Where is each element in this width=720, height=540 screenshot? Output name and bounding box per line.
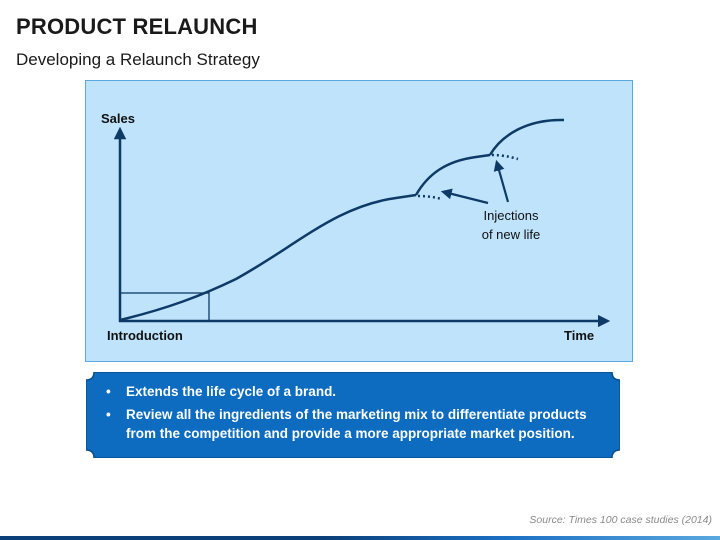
source-note: Source: Times 100 case studies (2014) — [529, 514, 712, 526]
decline-dotted-2 — [491, 153, 519, 161]
bottom-accent-bar — [0, 536, 720, 540]
y-axis-label: Sales — [101, 111, 135, 126]
sales-curve — [119, 193, 417, 322]
annotation-line-2: of new life — [482, 227, 541, 242]
bullet-item: • Review all the ingredients of the mark… — [104, 405, 614, 443]
info-box-shape — [86, 372, 620, 458]
relaunch-curve-2 — [488, 118, 565, 156]
x-axis-label: Time — [564, 328, 594, 343]
bullet-item: • Extends the life cycle of a brand. — [104, 382, 614, 401]
introduction-box — [119, 292, 210, 322]
bullet-list: • Extends the life cycle of a brand. • R… — [104, 382, 614, 447]
bullet-marker: • — [106, 407, 111, 422]
bullet-text: Review all the ingredients of the market… — [126, 407, 587, 441]
relaunch-curve-1 — [414, 153, 491, 196]
diagram-canvas: Sales Time Introduction Injections of ne… — [101, 111, 611, 343]
annotation-line-1: Injections — [484, 208, 539, 223]
page-title: PRODUCT RELAUNCH — [16, 14, 258, 39]
injection-arrow-1 — [440, 188, 489, 205]
injection-arrow-2 — [493, 159, 510, 203]
info-box: • Extends the life cycle of a brand. • R… — [86, 372, 620, 458]
bullet-marker: • — [106, 384, 111, 399]
decline-dotted-1 — [417, 194, 443, 201]
bullet-text: Extends the life cycle of a brand. — [126, 384, 337, 399]
product-life-cycle-diagram: Sales Time Introduction Injections of ne… — [85, 80, 633, 362]
origin-label: Introduction — [107, 328, 183, 343]
page-subtitle: Developing a Relaunch Strategy — [16, 50, 260, 69]
